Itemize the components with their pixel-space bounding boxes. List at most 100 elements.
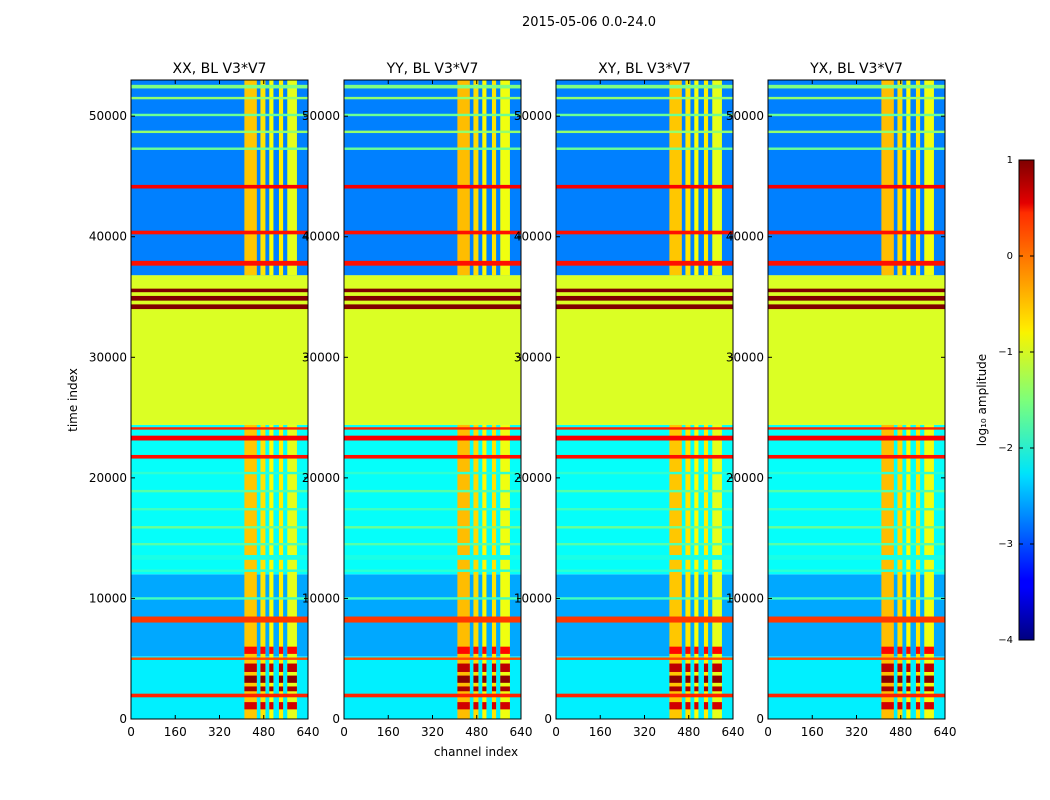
horizontal-band (344, 597, 521, 600)
horizontal-band (344, 96, 521, 100)
horizontal-band (344, 427, 521, 430)
colorbar-tick-label: −4 (998, 635, 1013, 646)
bright-channel-column (244, 80, 257, 276)
horizontal-band (768, 230, 945, 235)
bright-channel-column (473, 80, 479, 276)
bright-channel-column (491, 80, 497, 276)
bright-channel-burst (669, 663, 682, 672)
horizontal-band (768, 147, 945, 150)
bright-channel-burst (482, 675, 487, 683)
horizontal-band (344, 275, 521, 289)
horizontal-band (131, 295, 308, 301)
colorbar-label: log₁₀ amplitude (975, 354, 989, 446)
bright-channel-burst (897, 646, 903, 654)
bright-channel-burst (287, 675, 297, 683)
x-tick-label: 320 (421, 725, 444, 739)
bright-channel-burst (491, 702, 497, 710)
bright-channel-burst (491, 663, 497, 672)
bright-channel-burst (694, 702, 699, 710)
bright-channel-burst (685, 646, 691, 654)
x-tick-label: 0 (764, 725, 772, 739)
bright-channel-burst (457, 663, 470, 672)
horizontal-band (768, 84, 945, 89)
y-tick-label: 0 (544, 712, 552, 726)
horizontal-band (131, 130, 308, 134)
horizontal-band (344, 569, 521, 572)
bright-channel-burst (669, 646, 682, 654)
horizontal-band (768, 508, 945, 511)
bright-channel-burst (491, 646, 497, 654)
horizontal-band (556, 309, 733, 425)
bright-channel-column (669, 80, 682, 276)
horizontal-band (556, 435, 733, 441)
horizontal-band (556, 84, 733, 89)
horizontal-band (556, 427, 733, 430)
heatmap-panel: XX, BL V3*V7 0 160 320 480 640 0 10000 20000 3000… (89, 61, 320, 739)
bright-channel-column (457, 80, 470, 276)
horizontal-band (131, 435, 308, 441)
bright-channel-burst (244, 702, 257, 710)
horizontal-band (344, 471, 521, 475)
bright-channel-burst (287, 702, 297, 710)
horizontal-band (556, 260, 733, 266)
horizontal-band (131, 275, 308, 289)
y-tick-label: 40000 (726, 230, 764, 244)
horizontal-band (768, 471, 945, 475)
horizontal-band (131, 300, 308, 305)
bright-channel-burst (881, 675, 894, 683)
x-tick-label: 0 (552, 725, 560, 739)
bright-channel-burst (915, 663, 921, 672)
bright-channel-burst (278, 675, 284, 683)
horizontal-band (344, 304, 521, 310)
bright-channel-burst (906, 686, 911, 692)
bright-channel-burst (269, 646, 274, 654)
bright-channel-burst (915, 675, 921, 683)
horizontal-band (556, 147, 733, 150)
heatmap-region (768, 574, 945, 657)
y-tick-label: 20000 (302, 471, 340, 485)
y-tick-label: 40000 (514, 230, 552, 244)
bright-channel-burst (703, 663, 709, 672)
horizontal-band (556, 275, 733, 289)
panel-title: XY, BL V3*V7 (598, 61, 691, 77)
horizontal-band (344, 489, 521, 493)
bright-channel-burst (260, 686, 266, 692)
bright-channel-burst (897, 675, 903, 683)
horizontal-band (768, 427, 945, 430)
horizontal-band (768, 292, 945, 296)
x-tick-label: 320 (208, 725, 231, 739)
bright-channel-column (482, 80, 487, 276)
horizontal-band (131, 597, 308, 600)
figure-title: 2015-05-06 0.0-24.0 (522, 15, 656, 30)
heatmap-region (344, 656, 521, 719)
colorbar-tick-label: −3 (998, 539, 1013, 550)
horizontal-band (768, 300, 945, 305)
horizontal-band (131, 96, 308, 100)
bright-channel-burst (924, 675, 934, 683)
bright-channel-burst (260, 675, 266, 683)
bright-channel-burst (906, 702, 911, 710)
bright-channel-column (881, 80, 894, 276)
x-tick-label: 160 (164, 725, 187, 739)
x-tick-label: 160 (377, 725, 400, 739)
horizontal-band (131, 508, 308, 511)
horizontal-band (131, 260, 308, 266)
bright-channel-column (500, 80, 510, 276)
horizontal-band (768, 526, 945, 529)
bright-channel-burst (881, 663, 894, 672)
heatmap-region (344, 424, 521, 575)
bright-channel-burst (712, 702, 722, 710)
bright-channel-burst (685, 675, 691, 683)
horizontal-band (131, 84, 308, 89)
x-tick-label: 160 (589, 725, 612, 739)
bright-channel-burst (685, 702, 691, 710)
bright-channel-burst (694, 646, 699, 654)
bright-channel-burst (712, 686, 722, 692)
bright-channel-column (924, 80, 934, 276)
bright-channel-column (269, 80, 274, 276)
bright-channel-burst (269, 686, 274, 692)
horizontal-band (131, 304, 308, 310)
horizontal-band (556, 304, 733, 310)
horizontal-band (344, 130, 521, 134)
horizontal-band (556, 130, 733, 134)
